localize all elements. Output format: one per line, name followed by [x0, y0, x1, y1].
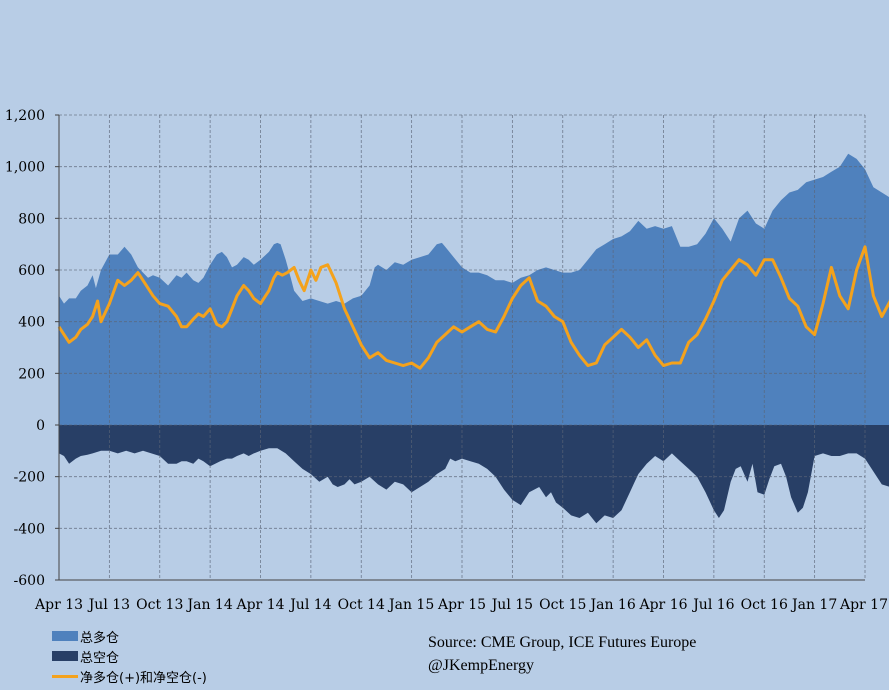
- source-line: Source: CME Group, ICE Futures Europe: [428, 634, 697, 651]
- y-tick-label-9: 1,200: [5, 108, 45, 124]
- x-tick-label-16: Apr 17: [839, 597, 888, 613]
- y-tick-label-4: 200: [18, 366, 45, 382]
- source-note: Source: CME Group, ICE Futures Europe @J…: [428, 631, 696, 677]
- legend-item-long: 总多仓: [52, 626, 207, 646]
- x-tick-label-6: Oct 14: [338, 597, 385, 613]
- x-tick-label-9: Jul 15: [490, 597, 533, 613]
- x-tick-label-2: Oct 13: [136, 597, 183, 613]
- legend-swatch-net: [52, 674, 78, 678]
- x-tick-label-12: Apr 16: [638, 597, 687, 613]
- legend-label-short: 总空仓: [80, 650, 120, 666]
- y-tick-label-5: 400: [18, 315, 45, 331]
- legend: 总多仓 总空仓 净多仓(+)和净空仓(-): [52, 626, 207, 686]
- x-tick-label-10: Oct 15: [539, 597, 586, 613]
- legend-swatch-short: [52, 651, 78, 661]
- legend-swatch-long: [52, 631, 78, 641]
- x-tick-label-14: Oct 16: [741, 597, 788, 613]
- y-tick-label-7: 800: [18, 211, 45, 227]
- y-tick-label-8: 1,000: [5, 160, 45, 176]
- legend-item-net: 净多仓(+)和净空仓(-): [52, 666, 207, 686]
- y-tick-label-0: -600: [14, 573, 45, 589]
- legend-label-net: 净多仓(+)和净空仓(-): [80, 670, 207, 686]
- y-tick-label-2: -200: [14, 470, 45, 486]
- y-tick-label-1: -400: [14, 521, 45, 537]
- y-tick-label-3: 0: [36, 418, 45, 434]
- x-tick-label-7: Jan 15: [387, 597, 434, 613]
- series-line-2: [57, 245, 889, 370]
- x-tick-label-8: Apr 15: [437, 597, 486, 613]
- series-area-1: [59, 425, 889, 524]
- x-tick-label-4: Apr 14: [235, 597, 284, 613]
- x-tick-label-3: Jan 14: [186, 597, 233, 613]
- x-tick-label-0: Apr 13: [34, 597, 83, 613]
- legend-item-short: 总空仓: [52, 646, 207, 666]
- x-tick-label-5: Jul 14: [288, 597, 331, 613]
- source-handle: @JKempEnergy: [428, 657, 534, 674]
- x-tick-label-11: Jan 16: [589, 597, 636, 613]
- x-tick-label-15: Jan 17: [790, 597, 837, 613]
- x-tick-label-1: Jul 13: [87, 597, 130, 613]
- legend-label-long: 总多仓: [80, 630, 120, 646]
- y-tick-label-6: 600: [18, 263, 45, 279]
- x-tick-label-13: Jul 16: [691, 597, 734, 613]
